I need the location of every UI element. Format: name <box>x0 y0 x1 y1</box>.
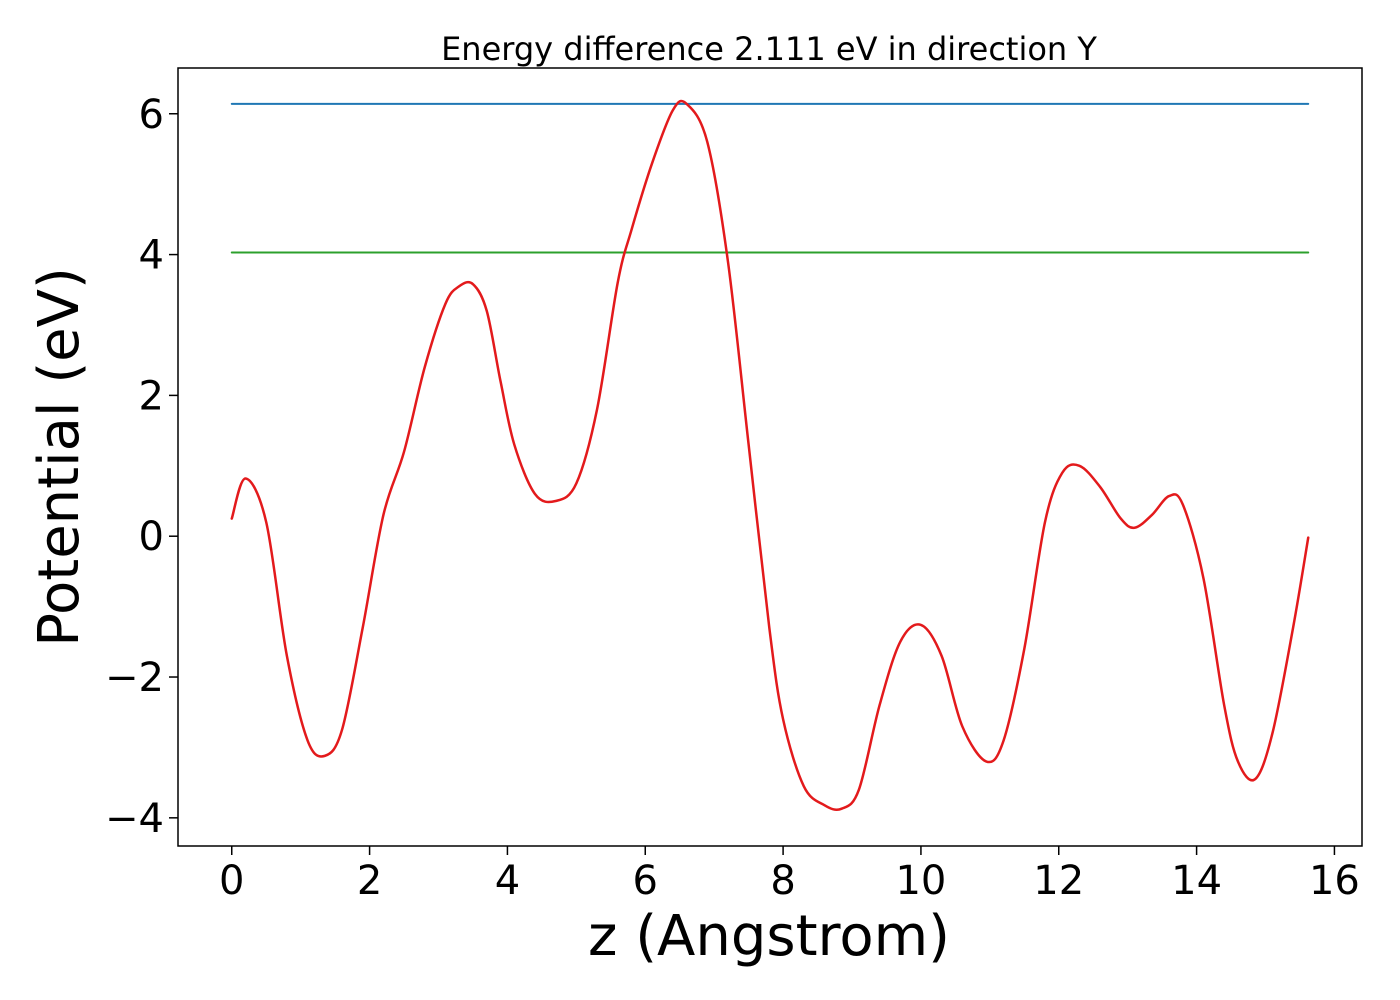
y-tick-label: 0 <box>139 514 164 560</box>
y-tick-label: −4 <box>105 796 164 842</box>
y-tick-label: 2 <box>139 373 164 419</box>
series-line-3 <box>230 99 1310 812</box>
x-tick-label: 16 <box>1309 858 1360 904</box>
x-tick-label: 10 <box>895 858 946 904</box>
x-tick-label: 8 <box>770 858 795 904</box>
y-axis-label: Potential (eV) <box>27 267 92 647</box>
x-tick-label: 0 <box>219 858 244 904</box>
x-axis-ticks: 0 2 4 6 8 10 12 14 16 <box>219 846 1360 904</box>
y-tick-label: 4 <box>139 233 164 279</box>
x-axis-label: z (Angstrom) <box>588 904 950 969</box>
y-tick-label: −2 <box>105 655 164 701</box>
x-tick-label: 2 <box>357 858 382 904</box>
x-tick-label: 14 <box>1171 858 1222 904</box>
x-tick-label: 6 <box>633 858 658 904</box>
chart-title: Energy difference 2.111 eV in direction … <box>441 30 1097 68</box>
y-tick-label: 6 <box>139 92 164 138</box>
y-axis-ticks: −4 −2 0 2 4 6 <box>105 92 178 842</box>
x-tick-label: 12 <box>1033 858 1084 904</box>
x-tick-label: 4 <box>495 858 520 904</box>
plot-area-frame <box>177 67 1363 847</box>
series-layer <box>230 99 1310 812</box>
